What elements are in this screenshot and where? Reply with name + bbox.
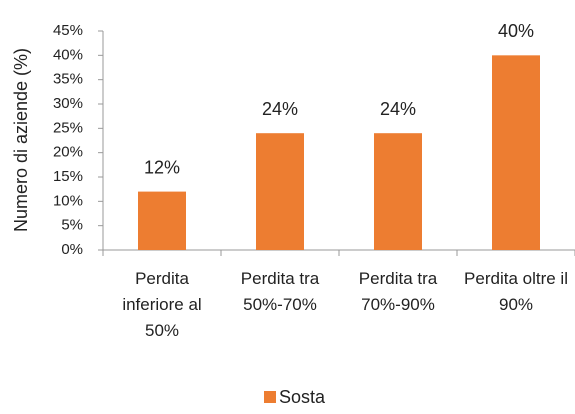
y-tick-label: 10% (53, 192, 83, 209)
bar (492, 55, 540, 251)
bar (138, 191, 186, 250)
y-tick-label: 45% (53, 22, 83, 39)
y-tick-label: 30% (53, 95, 83, 112)
value-label: 24% (380, 99, 416, 119)
value-label: 12% (144, 157, 180, 177)
x-tick-label: Perdita inferiore al 50% (122, 269, 202, 340)
bar (374, 133, 422, 250)
x-tick-label: Perdita tra 50%-70% (240, 269, 320, 314)
x-tick-label: Perdita oltre il 90% (464, 269, 568, 314)
y-tick-label: 25% (53, 119, 83, 136)
y-tick-label: 35% (53, 71, 83, 88)
y-tick-label: 15% (53, 168, 83, 185)
legend-label: Sosta (279, 387, 326, 407)
y-tick-label: 20% (53, 144, 83, 161)
legend-swatch (264, 391, 276, 403)
y-axis-label: Numero di aziende (%) (11, 48, 31, 232)
value-label: 24% (262, 99, 298, 119)
x-tick-label: Perdita tra 70%-90% (358, 269, 438, 314)
value-label: 40% (498, 21, 534, 41)
y-tick-label: 40% (53, 46, 83, 63)
y-tick-label: 5% (61, 217, 83, 234)
y-tick-label: 0% (61, 241, 83, 258)
bar (256, 133, 304, 250)
